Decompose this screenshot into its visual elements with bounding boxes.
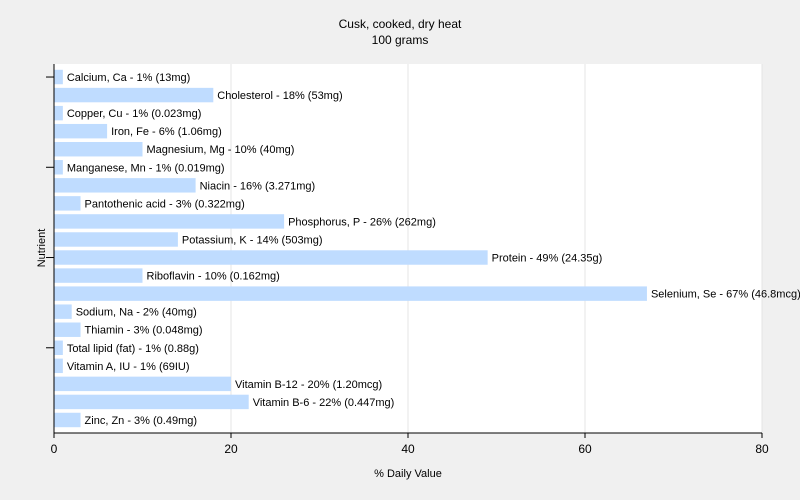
bar-label: Phosphorus, P - 26% (262mg) [288,216,436,228]
bar [54,232,178,247]
bar-label: Sodium, Na - 2% (40mg) [76,307,197,319]
chart-title: Cusk, cooked, dry heat [339,17,462,31]
bar-label: Niacin - 16% (3.271mg) [200,180,316,192]
bar-label: Potassium, K - 14% (503mg) [182,234,323,246]
x-tick-label: 20 [224,442,238,456]
bar [54,160,63,175]
bar [54,142,143,157]
bar [54,304,72,319]
axes: 0 20 40 60 80 [46,64,769,456]
bar-label: Selenium, Se - 67% (46.8mcg) [651,289,800,301]
bar [54,322,81,337]
bar [54,286,647,301]
chart-subtitle: 100 grams [372,33,429,47]
bar [54,376,231,392]
bar-label: Total lipid (fat) - 1% (0.88g) [67,343,199,355]
x-tick-label: 60 [578,442,592,456]
bar [54,69,63,85]
bar [54,196,81,211]
bar [54,412,81,428]
bar-label: Pantothenic acid - 3% (0.322mg) [85,198,245,210]
bar-label: Iron, Fe - 6% (1.06mg) [111,126,222,138]
bar [54,250,488,265]
x-tick-label: 80 [755,442,769,456]
x-tick-label: 0 [51,442,58,456]
bar [54,87,214,103]
y-axis-label: Nutrient [36,229,48,268]
bar-label: Magnesium, Mg - 10% (40mg) [147,144,295,156]
bar-label: Copper, Cu - 1% (0.023mg) [67,108,202,120]
bar-label: Calcium, Ca - 1% (13mg) [67,72,190,84]
bar-label: Vitamin B-6 - 22% (0.447mg) [253,397,395,409]
bar-label: Protein - 49% (24.35g) [492,253,603,265]
x-axis-label: % Daily Value [374,468,442,480]
bar-label: Cholesterol - 18% (53mg) [217,90,342,102]
bar [54,358,63,374]
bar [54,340,63,355]
bars: Calcium, Ca - 1% (13mg) Cholesterol - 18%… [54,69,800,428]
x-tick-label: 40 [401,442,415,456]
bar-label: Manganese, Mn - 1% (0.019mg) [67,162,225,174]
bar [54,123,108,139]
bar-label: Riboflavin - 10% (0.162mg) [147,271,280,283]
bar [54,214,285,229]
bar [54,105,63,121]
bar-label: Vitamin B-12 - 20% (1.20mcg) [235,379,382,391]
bar-label: Thiamin - 3% (0.048mg) [85,325,203,337]
bar-label: Vitamin A, IU - 1% (69IU) [67,361,190,373]
bar [54,178,196,193]
bar-label: Zinc, Zn - 3% (0.49mg) [85,415,197,427]
bar [54,394,249,410]
bar [54,268,143,283]
